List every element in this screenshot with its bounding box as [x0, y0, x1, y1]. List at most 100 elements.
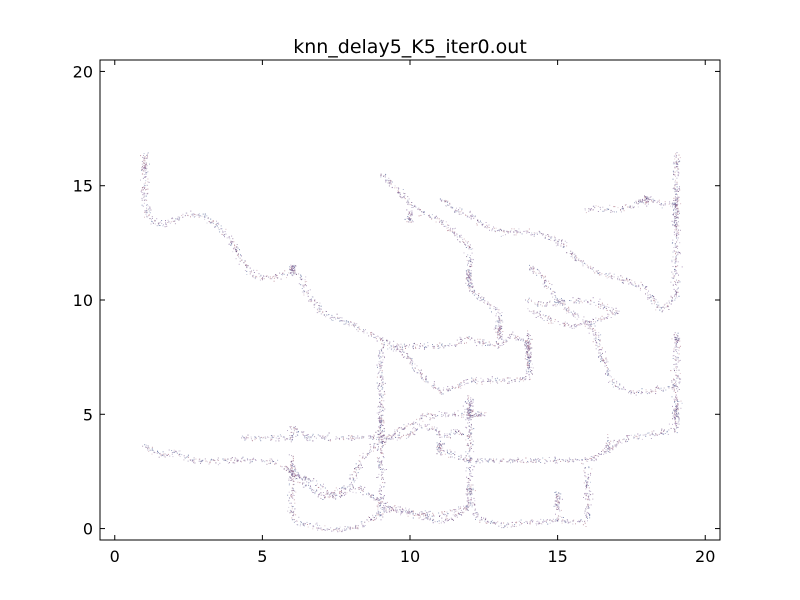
- trajectory-7-point: [381, 498, 383, 500]
- trajectory-9-point: [586, 482, 588, 483]
- trajectory-2-point: [679, 157, 681, 159]
- trajectory-7-point: [383, 486, 385, 488]
- trajectory-6-point: [383, 345, 385, 347]
- trajectory-0-point: [437, 348, 439, 349]
- trajectory-2-point: [569, 253, 571, 254]
- trajectory-13-point: [209, 461, 211, 463]
- trajectory-6-point: [392, 350, 394, 352]
- trajectory-1-point: [459, 241, 461, 243]
- trajectory-9-point: [468, 499, 470, 501]
- trajectory-12-point: [439, 430, 441, 432]
- trajectory-13-point: [275, 462, 277, 464]
- trajectory-2-point: [636, 285, 638, 287]
- trajectory-1-point: [487, 302, 489, 304]
- trajectory-11-point: [335, 495, 336, 497]
- trajectory-0-point: [142, 189, 144, 191]
- trajectory-4-point: [592, 330, 594, 332]
- trajectory-0-point: [283, 273, 285, 275]
- trajectory-4-point: [600, 349, 602, 351]
- trajectory-12-point: [409, 433, 411, 435]
- trajectory-0-point: [436, 344, 438, 346]
- trajectory-11-point: [403, 424, 405, 426]
- trajectory-0-point: [511, 333, 513, 335]
- trajectory-11-point: [349, 484, 351, 486]
- trajectory-12-point: [291, 435, 293, 436]
- trajectory-2-point: [622, 282, 624, 284]
- trajectory-8-point: [654, 435, 656, 437]
- trajectory-2-point: [673, 161, 675, 163]
- trajectory-3-point: [672, 204, 674, 205]
- trajectory-9-point: [570, 521, 572, 523]
- trajectory-0-point: [146, 165, 148, 167]
- trajectory-4-point: [640, 393, 642, 395]
- trajectory-13-point: [158, 456, 160, 458]
- trajectory-7-point: [382, 440, 384, 442]
- trajectory-5-point: [545, 305, 547, 307]
- trajectory-11-point: [474, 413, 476, 415]
- trajectory-0-point: [140, 179, 141, 181]
- trajectory-8-point: [666, 430, 668, 432]
- trajectory-0-point: [467, 337, 469, 339]
- trajectory-4-point: [661, 389, 663, 391]
- trajectory-5-point: [546, 304, 548, 306]
- trajectory-13-point: [274, 463, 276, 465]
- trajectory-6-point: [465, 379, 467, 381]
- trajectory-2-point: [677, 291, 679, 293]
- trajectory-7-point: [380, 366, 382, 368]
- trajectory-0-point: [497, 343, 499, 345]
- trajectory-9-point: [493, 522, 495, 524]
- trajectory-8-point: [499, 460, 501, 462]
- trajectory-9-point: [469, 473, 471, 475]
- trajectory-8-point: [488, 459, 490, 461]
- trajectory-11-point: [298, 476, 300, 478]
- trajectory-9-point: [472, 484, 474, 486]
- trajectory-2-point: [561, 241, 562, 243]
- trajectory-5-point: [569, 326, 571, 328]
- trajectory-0-point: [141, 163, 143, 165]
- trajectory-10-point: [554, 492, 556, 493]
- trajectory-0-point: [255, 275, 257, 277]
- trajectory-2-point: [652, 297, 654, 299]
- trajectory-12-point: [385, 439, 387, 441]
- trajectory-1-point: [497, 331, 499, 332]
- trajectory-6-point: [395, 350, 397, 352]
- trajectory-8-point: [676, 407, 678, 409]
- trajectory-0-point: [223, 234, 225, 236]
- trajectory-4-point: [605, 373, 607, 375]
- trajectory-0-point: [432, 344, 433, 345]
- trajectory-7-point: [378, 430, 380, 432]
- trajectory-0-point: [236, 254, 238, 256]
- trajectory-2-point: [675, 283, 676, 285]
- trajectory-0-point: [380, 338, 382, 340]
- trajectory-4-point: [584, 323, 586, 325]
- trajectory-2-point: [471, 215, 473, 217]
- trajectory-9-point: [466, 417, 468, 419]
- trajectory-1-point: [454, 227, 456, 229]
- trajectory-0-point: [182, 216, 184, 218]
- trajectory-9-point: [474, 509, 476, 511]
- trajectory-8-point: [447, 452, 448, 454]
- trajectory-12-point: [414, 428, 416, 430]
- trajectory-2-point: [675, 163, 677, 165]
- trajectory-2-point: [674, 184, 676, 186]
- trajectory-6-point: [457, 384, 459, 386]
- trajectory-2-point: [672, 284, 674, 286]
- trajectory-4-point: [645, 391, 647, 393]
- trajectory-0-point: [198, 217, 200, 218]
- trajectory-8-point: [676, 350, 677, 352]
- trajectory-8-point: [679, 373, 681, 374]
- trajectory-1-point: [470, 282, 472, 284]
- trajectory-7-point: [380, 500, 382, 502]
- trajectory-6-point: [406, 353, 408, 354]
- trajectory-0-point: [142, 156, 144, 158]
- trajectory-1-point: [414, 204, 416, 206]
- trajectory-11-point: [356, 474, 357, 476]
- trajectory-0-point: [396, 345, 397, 347]
- trajectory-9-point: [468, 489, 470, 491]
- trajectory-2-point: [673, 284, 674, 286]
- trajectory-12-point: [294, 428, 296, 429]
- trajectory-11-point: [311, 489, 313, 490]
- trajectory-13-point: [186, 456, 188, 458]
- trajectory-12-point: [431, 428, 433, 429]
- trajectory-7-point: [377, 458, 379, 460]
